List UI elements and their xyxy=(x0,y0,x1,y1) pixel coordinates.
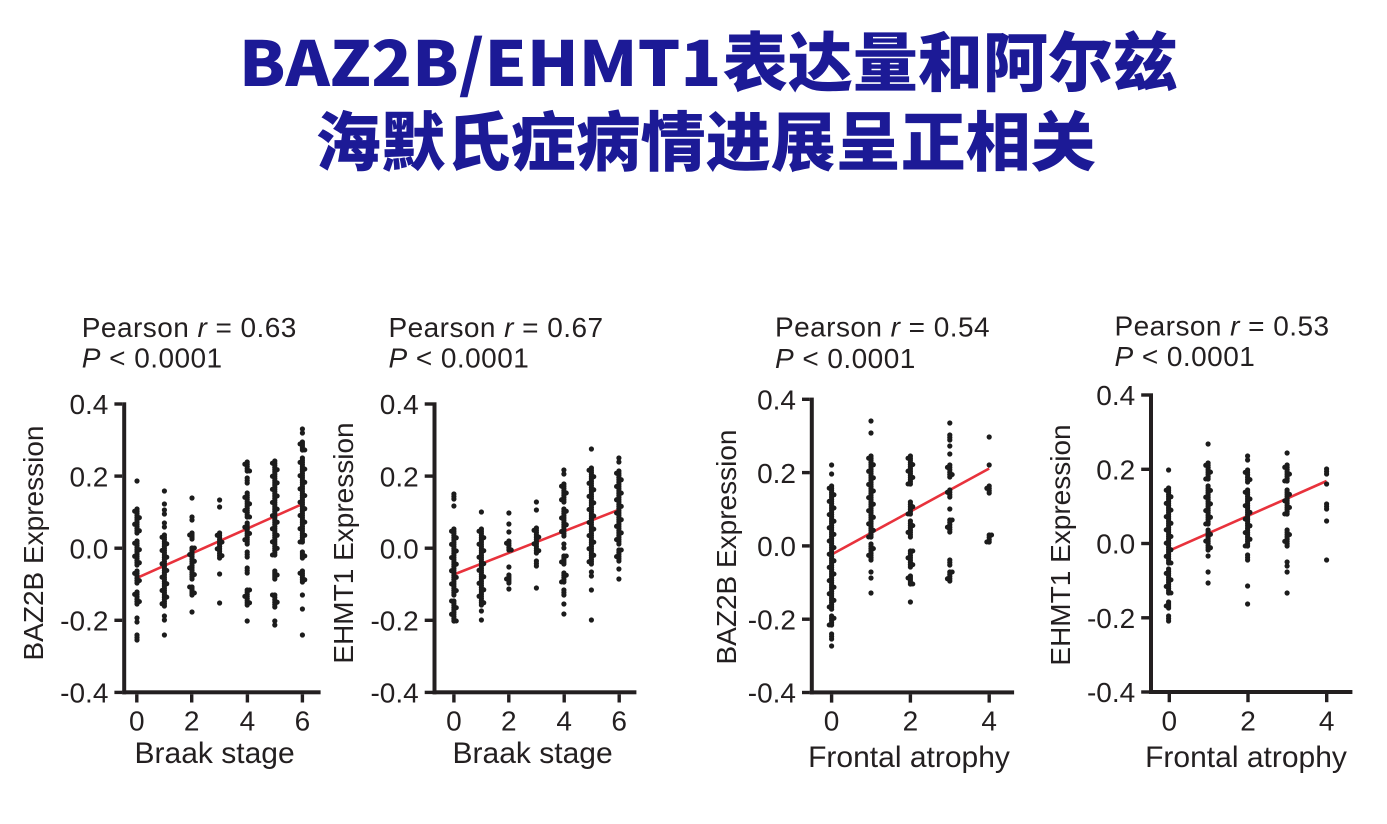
svg-text:Frontal atrophy: Frontal atrophy xyxy=(1145,741,1347,774)
svg-text:BAZ2B Expression: BAZ2B Expression xyxy=(18,426,49,661)
svg-text:0.0: 0.0 xyxy=(69,533,108,564)
svg-text:0: 0 xyxy=(824,706,840,737)
svg-text:Pearson r = 0.54: Pearson r = 0.54 xyxy=(775,312,990,343)
svg-text:0.0: 0.0 xyxy=(380,533,419,564)
svg-text:4: 4 xyxy=(981,706,997,737)
svg-text:Pearson r = 0.63: Pearson r = 0.63 xyxy=(82,312,297,343)
svg-text:-0.4: -0.4 xyxy=(1087,677,1135,708)
svg-text:6: 6 xyxy=(295,706,311,737)
svg-text:P < 0.0001: P < 0.0001 xyxy=(82,343,223,374)
svg-text:P < 0.0001: P < 0.0001 xyxy=(775,343,916,374)
svg-text:0.4: 0.4 xyxy=(1096,380,1135,411)
svg-text:0: 0 xyxy=(1162,706,1178,737)
svg-text:Frontal atrophy: Frontal atrophy xyxy=(808,741,1010,774)
svg-text:-0.2: -0.2 xyxy=(60,606,108,637)
svg-text:0.2: 0.2 xyxy=(380,461,419,492)
svg-text:0.2: 0.2 xyxy=(69,461,108,492)
svg-text:4: 4 xyxy=(1319,706,1335,737)
svg-text:EHMT1 Expression: EHMT1 Expression xyxy=(328,422,359,663)
svg-text:Pearson r = 0.67: Pearson r = 0.67 xyxy=(389,312,604,343)
svg-text:4: 4 xyxy=(240,706,256,737)
svg-text:0: 0 xyxy=(129,706,145,737)
svg-text:0.2: 0.2 xyxy=(757,458,796,489)
svg-text:0.4: 0.4 xyxy=(69,389,108,420)
svg-text:-0.2: -0.2 xyxy=(1087,603,1135,634)
svg-text:-0.2: -0.2 xyxy=(748,604,796,635)
svg-text:2: 2 xyxy=(501,706,517,737)
svg-text:-0.4: -0.4 xyxy=(748,678,796,709)
svg-text:4: 4 xyxy=(556,706,572,737)
svg-text:2: 2 xyxy=(1240,706,1256,737)
svg-text:EHMT1 Expression: EHMT1 Expression xyxy=(1045,424,1076,665)
svg-text:0.4: 0.4 xyxy=(757,385,796,416)
svg-text:0.0: 0.0 xyxy=(1096,529,1135,560)
svg-text:-0.2: -0.2 xyxy=(370,606,418,637)
svg-text:Pearson r = 0.53: Pearson r = 0.53 xyxy=(1115,311,1330,342)
svg-text:P < 0.0001: P < 0.0001 xyxy=(389,343,530,374)
svg-text:0.0: 0.0 xyxy=(757,531,796,562)
svg-text:0: 0 xyxy=(446,706,462,737)
svg-text:-0.4: -0.4 xyxy=(60,678,108,709)
svg-text:-0.4: -0.4 xyxy=(370,678,418,709)
svg-text:P < 0.0001: P < 0.0001 xyxy=(1115,341,1256,372)
svg-text:BAZ2B Expression: BAZ2B Expression xyxy=(711,430,742,665)
svg-text:2: 2 xyxy=(184,706,200,737)
svg-text:Braak stage: Braak stage xyxy=(135,737,295,770)
svg-text:2: 2 xyxy=(903,706,919,737)
svg-text:Braak stage: Braak stage xyxy=(453,737,613,770)
svg-text:0.2: 0.2 xyxy=(1096,455,1135,486)
svg-text:6: 6 xyxy=(611,706,627,737)
svg-text:0.4: 0.4 xyxy=(380,389,419,420)
